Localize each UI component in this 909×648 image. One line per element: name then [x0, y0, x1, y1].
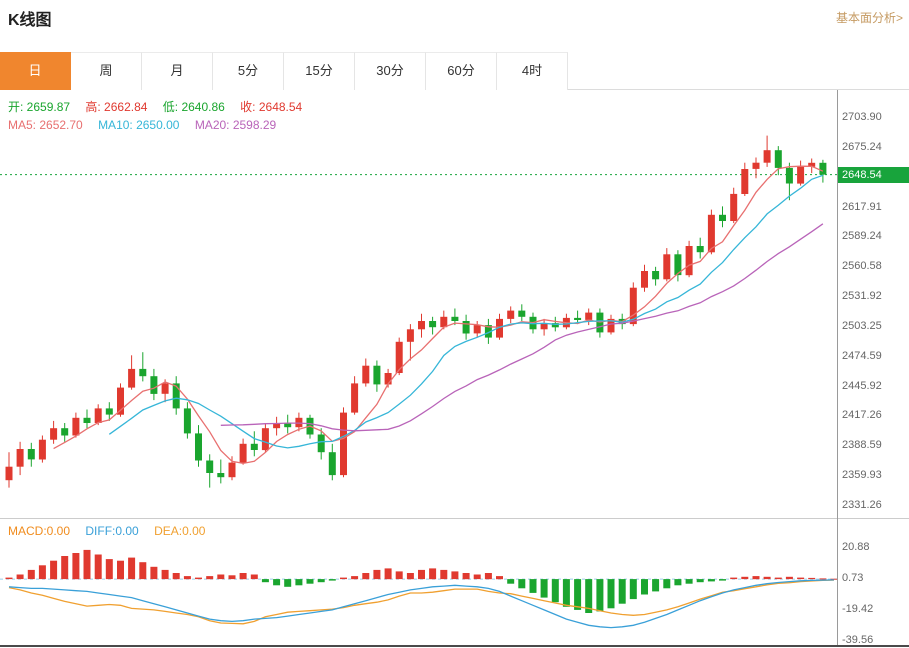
high-value: 高: 2662.84	[85, 100, 148, 114]
low-value: 低: 2640.86	[162, 100, 225, 114]
macd-tick-label: 20.88	[842, 541, 870, 553]
tab-day[interactable]: 日	[0, 52, 71, 90]
pane-separator	[0, 518, 909, 519]
price-tick-label: 2474.59	[842, 350, 882, 362]
ma5-value: MA5: 2652.70	[8, 118, 83, 132]
ma20-line	[220, 223, 824, 432]
macd-tick-label: -39.56	[842, 634, 874, 646]
dea-line	[8, 579, 835, 625]
price-tick-label: 2503.25	[842, 320, 882, 332]
price-tick-label: 2703.90	[842, 111, 882, 123]
kline-chart: 开: 2659.87 高: 2662.84 低: 2640.86 收: 2648…	[0, 90, 909, 648]
ohlc-legend: 开: 2659.87 高: 2662.84 低: 2640.86 收: 2648…	[8, 98, 314, 115]
price-tick-label: 2331.26	[842, 499, 882, 511]
candlestick-pane[interactable]	[0, 90, 837, 518]
close-value: 收: 2648.54	[240, 100, 303, 114]
price-axis: 2703.90 2675.24 2617.91 2589.24 2560.58 2531.…	[838, 90, 909, 646]
tab-15min[interactable]: 15分	[284, 52, 355, 90]
price-tick-label: 2617.91	[842, 201, 882, 213]
chart-bottom-border	[0, 645, 909, 647]
ma10-line	[108, 174, 824, 449]
price-tick-label: 2675.24	[842, 141, 882, 153]
diff-line	[8, 579, 835, 629]
candles	[5, 135, 827, 488]
macd-pane[interactable]	[0, 518, 837, 645]
tab-30min[interactable]: 30分	[355, 52, 426, 90]
ma10-value: MA10: 2650.00	[98, 118, 180, 132]
macd-tick-label: -19.42	[842, 603, 874, 615]
price-tick-label: 2560.58	[842, 260, 882, 272]
ma5-line	[53, 165, 824, 465]
fundamental-analysis-link[interactable]: 基本面分析>	[835, 11, 903, 25]
price-tick-label: 2531.92	[842, 290, 882, 302]
price-tick-label: 2445.92	[842, 380, 882, 392]
tab-month[interactable]: 月	[142, 52, 213, 90]
price-tick-label: 2589.24	[842, 230, 882, 242]
macd-legend: MACD:0.00 DIFF:0.00 DEA:0.00	[8, 524, 217, 538]
macd-value: MACD:0.00	[8, 524, 71, 538]
price-tick-label: 2388.59	[842, 439, 882, 451]
diff-value: DIFF:0.00	[85, 524, 139, 538]
macd-tick-label: 0.73	[842, 572, 864, 584]
ma-legend: MA5: 2652.70 MA10: 2650.00 MA20: 2598.29	[8, 118, 288, 132]
current-price-badge: 2648.54	[838, 167, 909, 183]
open-value: 开: 2659.87	[8, 100, 71, 114]
ma-lines	[53, 165, 824, 465]
dea-value: DEA:0.00	[154, 524, 206, 538]
period-tabbar: 日 周 月 5分 15分 30分 60分 4时	[0, 52, 909, 90]
price-tick-label: 2359.93	[842, 469, 882, 481]
ma20-value: MA20: 2598.29	[194, 118, 277, 132]
tab-5min[interactable]: 5分	[213, 52, 284, 90]
tab-4hour[interactable]: 4时	[497, 52, 568, 90]
page-title: K线图	[8, 12, 52, 29]
tab-60min[interactable]: 60分	[426, 52, 497, 90]
macd-histogram	[5, 549, 837, 613]
price-tick-label: 2417.26	[842, 409, 882, 421]
axis-separator	[837, 90, 838, 645]
tab-week[interactable]: 周	[71, 52, 142, 90]
